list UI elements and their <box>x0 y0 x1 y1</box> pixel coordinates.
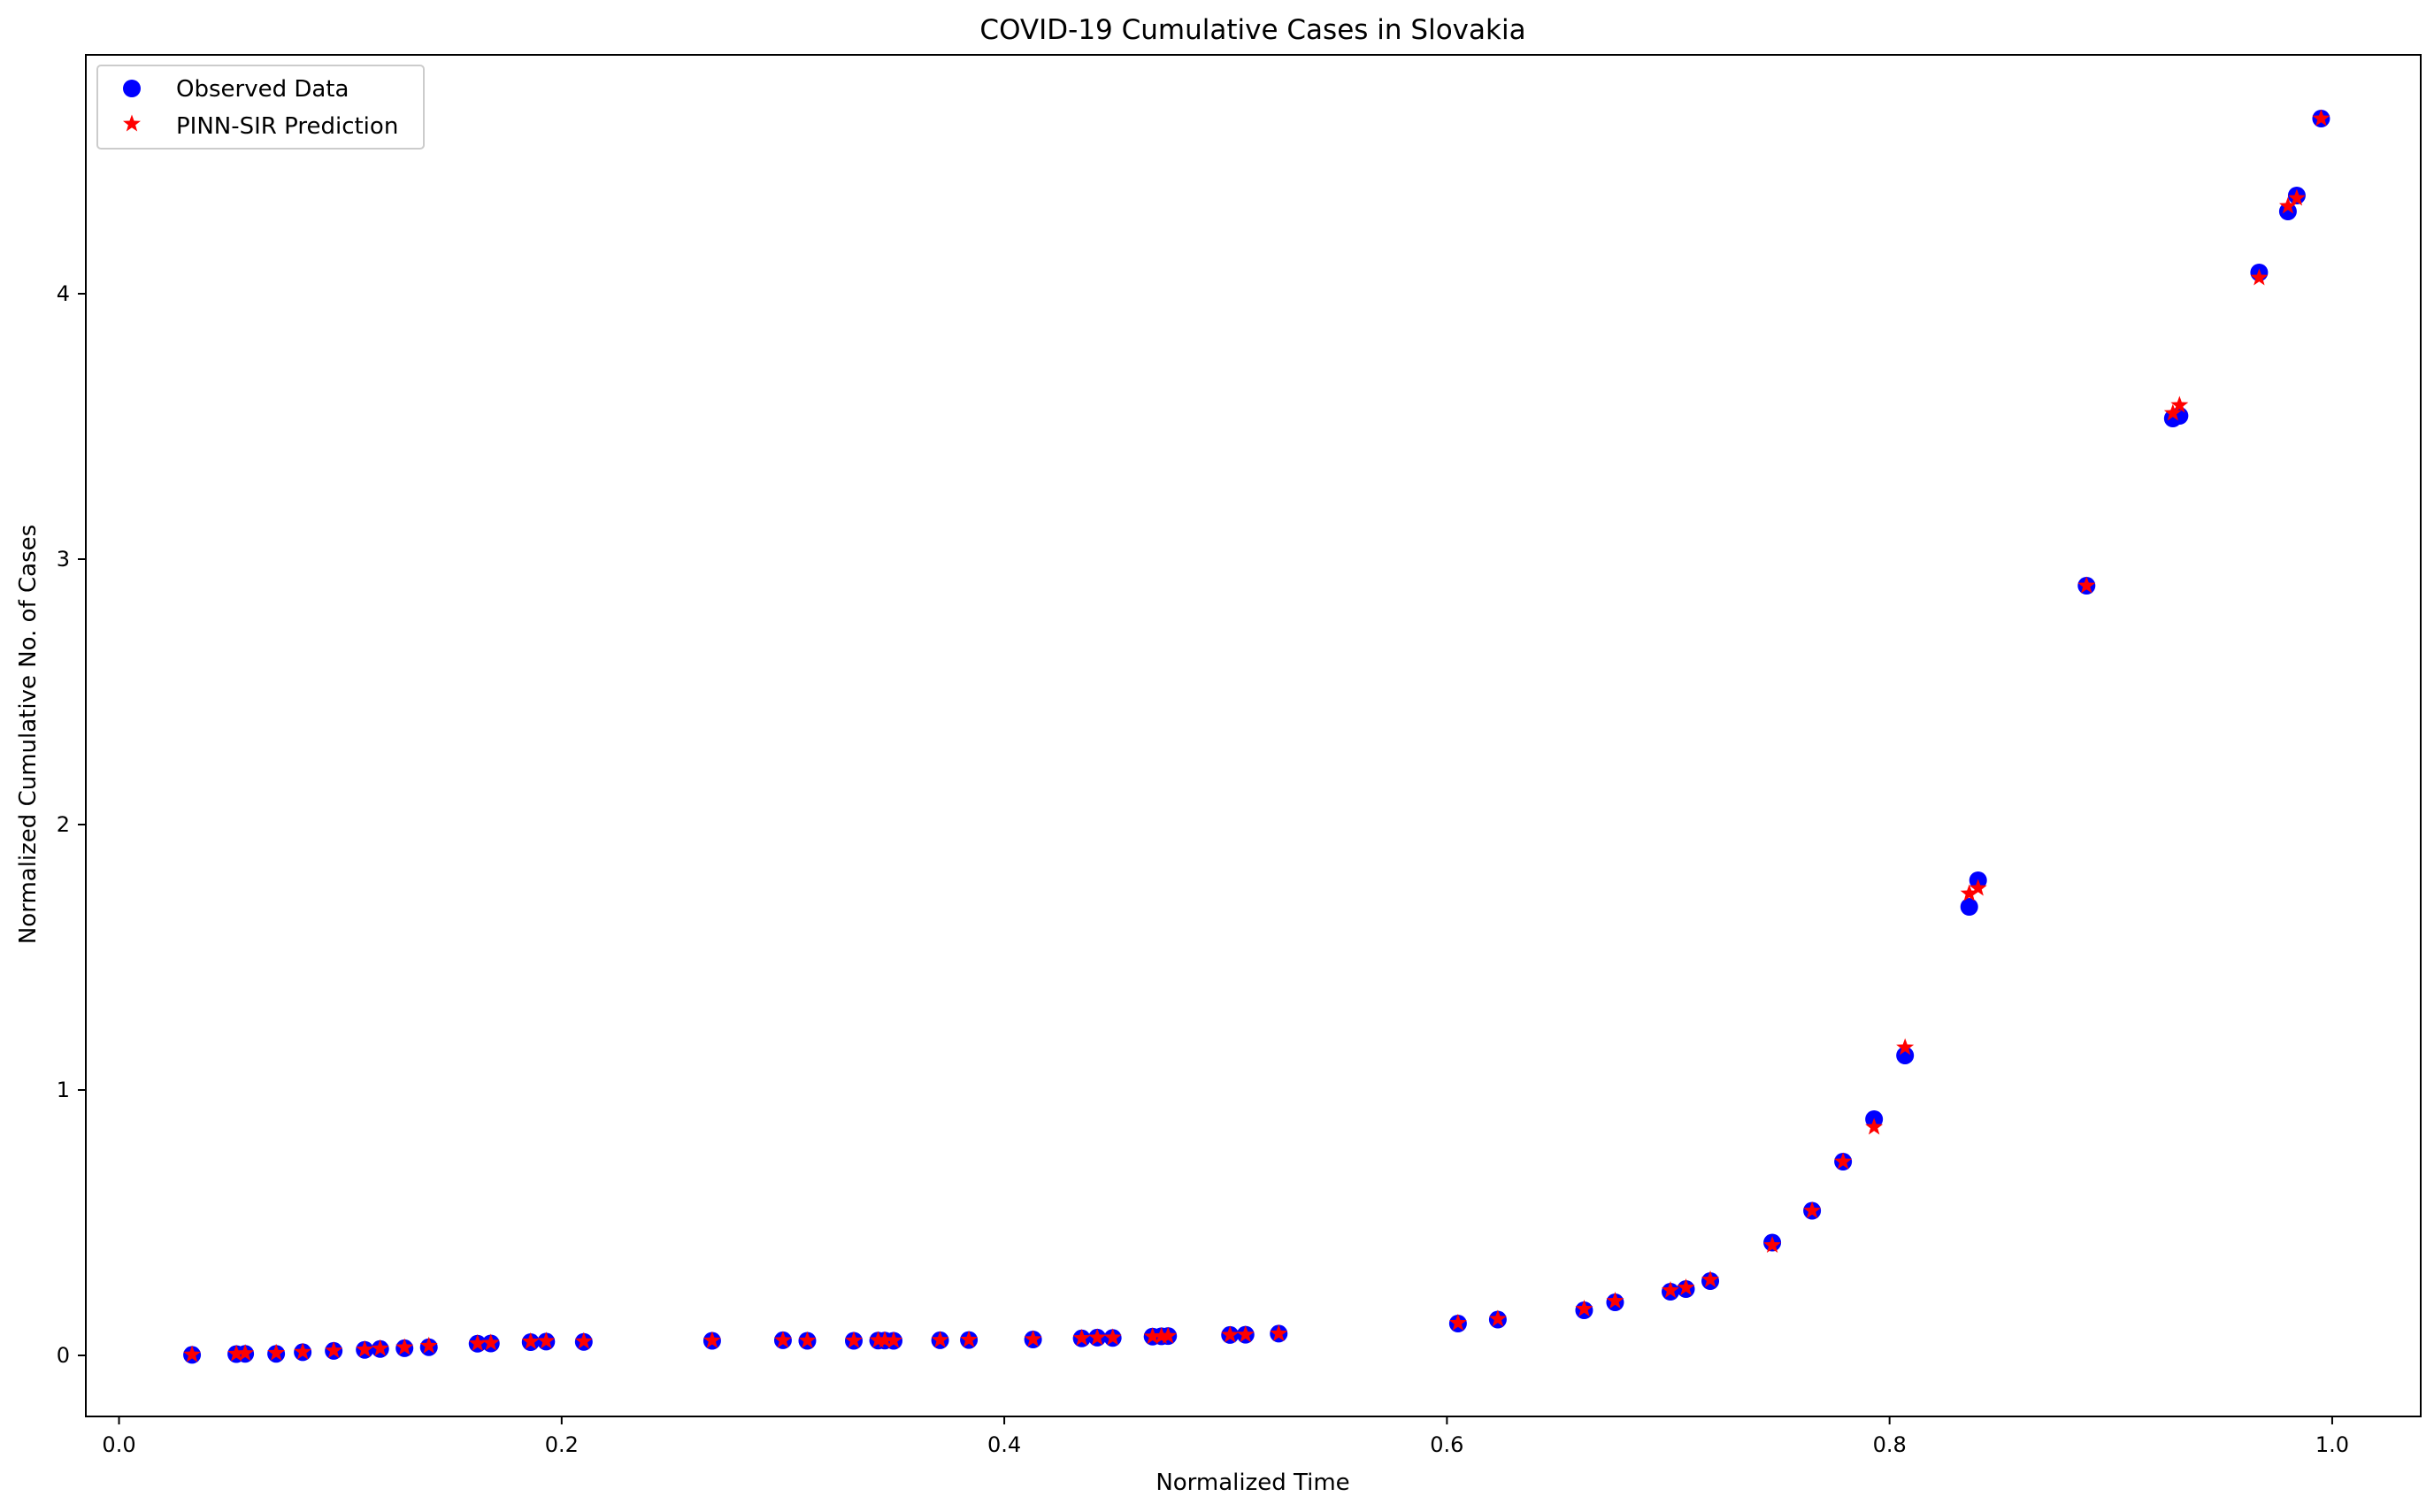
prediction-point <box>325 1341 343 1359</box>
x-tick-label: 0.4 <box>987 1432 1021 1457</box>
prediction-point <box>1969 879 1987 896</box>
chart-title: COVID-19 Cumulative Cases in Slovakia <box>979 14 1525 46</box>
x-axis-title: Normalized Time <box>1156 1470 1349 1496</box>
prediction-point <box>537 1332 556 1349</box>
prediction-point <box>2278 196 2297 214</box>
prediction-series <box>183 109 2330 1362</box>
prediction-point <box>267 1343 286 1361</box>
prediction-point <box>1088 1328 1107 1346</box>
prediction-point <box>1960 884 1978 902</box>
points-layer <box>183 109 2330 1364</box>
legend-observed-label: Observed Data <box>176 76 349 103</box>
prediction-point <box>521 1332 540 1349</box>
y-tick-label: 0 <box>57 1343 70 1368</box>
prediction-point <box>2163 403 2182 421</box>
prediction-point <box>1143 1327 1162 1345</box>
prediction-point <box>885 1331 903 1348</box>
prediction-point <box>2250 268 2269 286</box>
observed-point <box>1896 1047 1915 1064</box>
prediction-point <box>876 1331 894 1348</box>
prediction-point <box>2287 188 2306 206</box>
prediction-point <box>703 1331 721 1348</box>
legend-prediction-label: PINN-SIR Prediction <box>176 113 398 140</box>
y-tick-label: 3 <box>57 547 70 572</box>
x-tick-label: 0.6 <box>1430 1432 1463 1457</box>
prediction-point <box>371 1339 389 1356</box>
prediction-point <box>227 1344 246 1362</box>
ticks-layer: 0.0 0.2 0.4 0.6 0.8 1.0 0 1 2 3 4 <box>57 281 2349 1457</box>
prediction-point <box>183 1345 202 1362</box>
prediction-point <box>294 1342 312 1360</box>
prediction-point <box>1803 1201 1822 1218</box>
observed-point <box>1960 898 1978 916</box>
prediction-point <box>1606 1292 1624 1309</box>
prediction-point <box>1763 1236 1782 1253</box>
prediction-point <box>845 1331 863 1348</box>
prediction-point <box>1103 1328 1122 1346</box>
plot-frame <box>85 54 2422 1417</box>
prediction-point <box>1575 1300 1593 1316</box>
y-tick-label: 2 <box>57 812 70 837</box>
prediction-point <box>1221 1325 1240 1343</box>
prediction-point <box>931 1331 949 1348</box>
prediction-point <box>1896 1038 1915 1055</box>
prediction-point <box>869 1331 887 1348</box>
prediction-point <box>1701 1270 1720 1287</box>
prediction-point <box>1072 1329 1091 1346</box>
prediction-point <box>1159 1326 1178 1344</box>
legend-box <box>96 65 425 150</box>
prediction-point <box>773 1331 792 1348</box>
prediction-point <box>2312 109 2330 127</box>
prediction-point <box>1834 1152 1853 1170</box>
prediction-point <box>236 1344 255 1362</box>
observed-point <box>2278 203 2297 220</box>
prediction-point <box>2077 576 2096 594</box>
legend-observed-marker <box>123 80 141 97</box>
prediction-point <box>481 1333 500 1351</box>
y-axis-title: Normalized Cumulative No. of Cases <box>15 525 42 944</box>
prediction-point <box>1488 1309 1507 1327</box>
prediction-point <box>419 1336 438 1354</box>
prediction-point <box>960 1330 979 1347</box>
prediction-point <box>395 1338 414 1355</box>
prediction-point <box>574 1332 593 1349</box>
prediction-point <box>1662 1281 1679 1298</box>
prediction-point <box>468 1334 487 1351</box>
prediction-point <box>1236 1325 1255 1343</box>
prediction-point <box>1865 1117 1884 1135</box>
y-tick-label: 1 <box>57 1078 70 1102</box>
x-tick-label: 0.2 <box>545 1432 579 1457</box>
x-tick-label: 0.8 <box>1873 1432 1907 1457</box>
prediction-point <box>1152 1326 1171 1344</box>
prediction-point <box>356 1339 374 1357</box>
legend-prediction-marker <box>123 114 141 132</box>
prediction-point <box>1677 1278 1695 1295</box>
prediction-point <box>798 1331 817 1348</box>
prediction-point <box>1270 1324 1288 1341</box>
prediction-point <box>1448 1313 1467 1331</box>
prediction-point <box>1024 1330 1042 1347</box>
y-tick-label: 4 <box>57 281 70 306</box>
x-tick-label: 0.0 <box>102 1432 135 1457</box>
prediction-point <box>2170 395 2189 413</box>
x-tick-label: 1.0 <box>2315 1432 2349 1457</box>
legend: Observed Data PINN-SIR Prediction <box>96 65 425 150</box>
